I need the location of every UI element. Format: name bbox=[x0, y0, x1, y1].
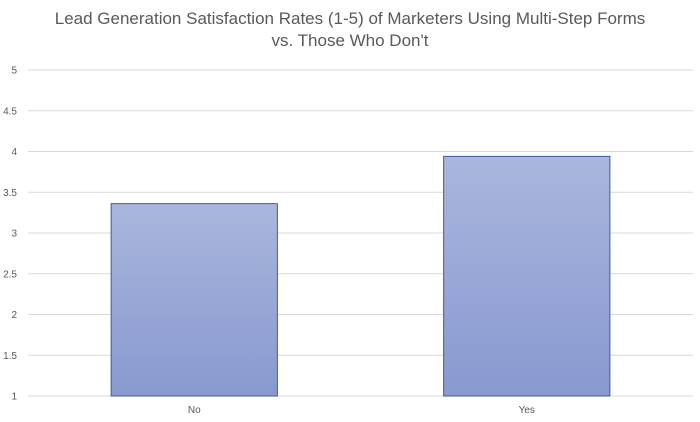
y-tick-label: 4 bbox=[11, 147, 17, 158]
x-axis-ticks: No Yes bbox=[188, 405, 535, 416]
bars bbox=[110, 155, 611, 397]
y-tick-label: 2.5 bbox=[3, 269, 17, 280]
y-tick-label: 1 bbox=[11, 392, 17, 403]
y-tick-label: 4.5 bbox=[3, 106, 17, 117]
bar-no bbox=[110, 203, 278, 397]
chart-title: Lead Generation Satisfaction Rates (1-5)… bbox=[0, 8, 700, 52]
y-tick-label: 3.5 bbox=[3, 188, 17, 199]
y-tick-label: 1.5 bbox=[3, 351, 17, 362]
bar-yes bbox=[443, 155, 611, 397]
chart-title-line-1: Lead Generation Satisfaction Rates (1-5)… bbox=[54, 9, 646, 28]
y-tick-label: 5 bbox=[11, 66, 17, 77]
y-axis-ticks: 1 1.5 2 2.5 3 3.5 4 4.5 5 bbox=[3, 66, 17, 403]
y-tick-label: 2 bbox=[11, 310, 17, 321]
y-tick-label: 3 bbox=[11, 229, 17, 240]
x-tick-label: No bbox=[188, 405, 201, 416]
chart-title-line-2: vs. Those Who Don't bbox=[271, 31, 429, 50]
x-tick-label: Yes bbox=[519, 405, 535, 416]
